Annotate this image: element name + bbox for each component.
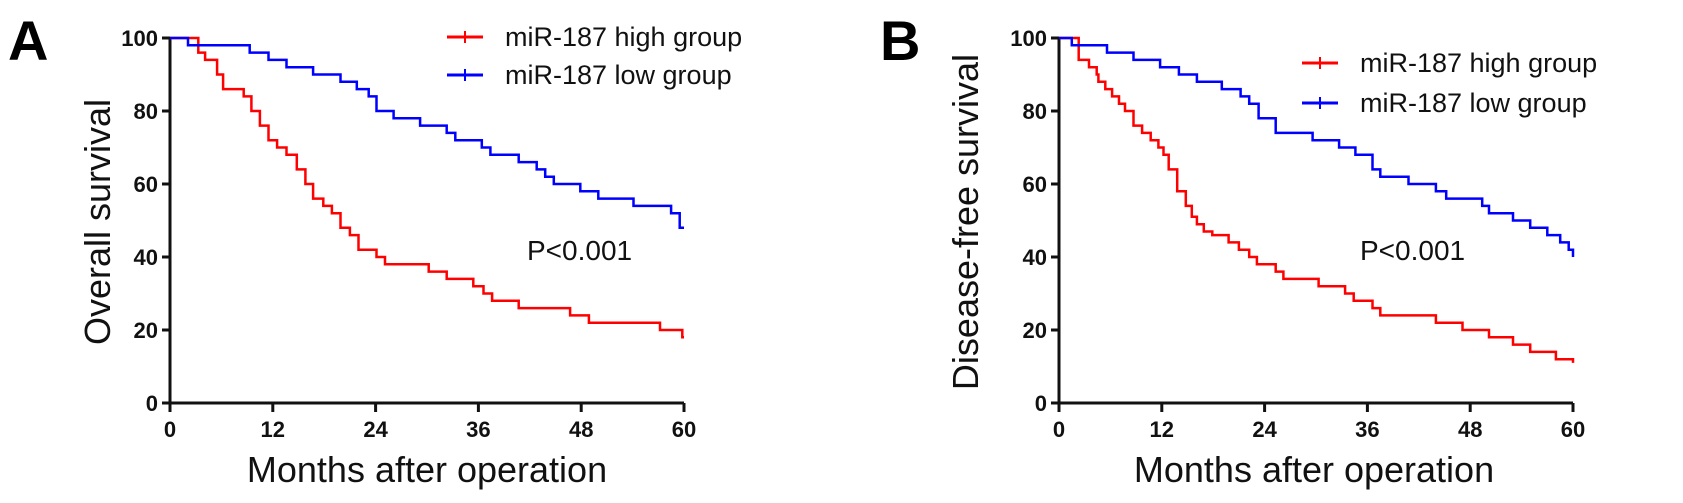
legend-label-high: miR-187 high group [1360, 48, 1597, 78]
x-tick-label: 36 [1355, 417, 1379, 442]
legend: miR-187 high group miR-187 low group [1302, 48, 1597, 118]
y-tick-label: 40 [134, 245, 158, 270]
legend-label-low: miR-187 low group [505, 60, 732, 90]
y-tick-label: 0 [146, 391, 158, 416]
x-tick-label: 60 [1561, 417, 1585, 442]
p-value-annotation: P<0.001 [527, 235, 632, 266]
x-tick-label: 48 [1458, 417, 1482, 442]
y-tick-label: 80 [134, 99, 158, 124]
x-axis-title: Months after operation [247, 449, 607, 490]
x-tick-label: 48 [569, 417, 593, 442]
survival-curve-high [1059, 36, 1575, 363]
legend: miR-187 high group miR-187 low group [447, 22, 742, 90]
y-tick-label: 0 [1035, 391, 1047, 416]
y-axis-title: Overall survival [77, 99, 118, 345]
x-axis-title: Months after operation [1134, 449, 1494, 490]
y-tick-label: 60 [1023, 172, 1047, 197]
x-tick-label: 24 [1252, 417, 1277, 442]
y-tick-label: 60 [134, 172, 158, 197]
y-tick-label: 100 [121, 26, 158, 51]
y-tick-label: 40 [1023, 245, 1047, 270]
legend-label-low: miR-187 low group [1360, 88, 1587, 118]
y-tick-label: 100 [1010, 26, 1047, 51]
survival-curve-low [170, 36, 684, 230]
x-tick-label: 0 [164, 417, 176, 442]
y-tick-label: 80 [1023, 99, 1047, 124]
survival-curve-high [170, 36, 684, 339]
x-tick-label: 60 [672, 417, 696, 442]
x-tick-label: 12 [261, 417, 285, 442]
x-tick-label: 12 [1150, 417, 1174, 442]
panel-label: B [880, 9, 920, 72]
y-tick-label: 20 [1023, 318, 1047, 343]
p-value-annotation: P<0.001 [1360, 235, 1465, 266]
y-axis-title: Disease-free survival [945, 54, 986, 390]
panel-b: B Disease-free survival Months after ope… [880, 9, 1597, 490]
panel-a: A Overall survival Months after operatio… [8, 9, 742, 490]
legend-label-high: miR-187 high group [505, 22, 742, 52]
x-tick-label: 36 [466, 417, 490, 442]
x-tick-label: 0 [1053, 417, 1065, 442]
y-tick-label: 20 [134, 318, 158, 343]
survival-curve-low [1059, 36, 1575, 257]
x-tick-label: 24 [363, 417, 388, 442]
panel-label: A [8, 9, 48, 72]
